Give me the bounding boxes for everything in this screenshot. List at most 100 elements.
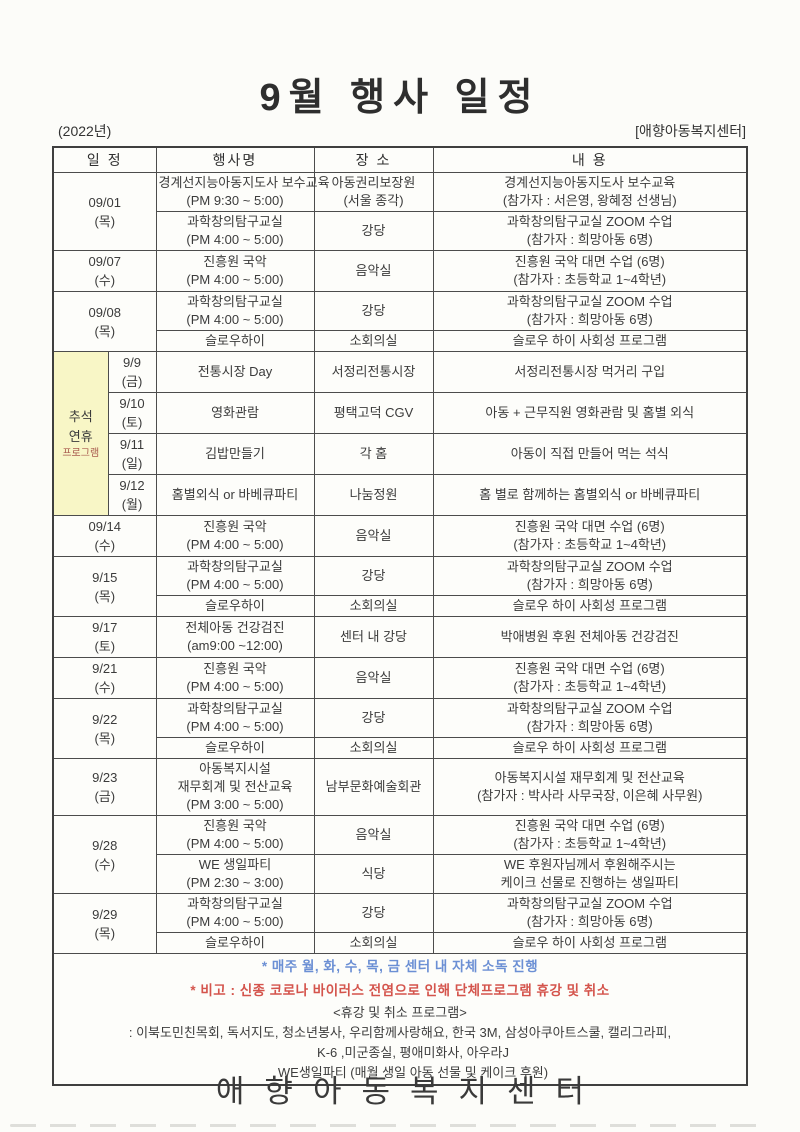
event-name-cell: 아동복지시설 재무회계 및 전산교육 (PM 3:00 ~ 5:00) [155, 758, 315, 816]
schedule-row: 09/08 (목) 과학창의탐구교실 (PM 4:00 ~ 5:00) 강당 과학창의탐구… [52, 291, 748, 352]
place-cell: 음악실 [313, 815, 434, 855]
footer-org-name: 애향아동복지센터 [215, 1074, 605, 1109]
header-date: 일 정 [52, 146, 157, 173]
place-cell: 나눔정원 [313, 474, 434, 516]
schedule-row: 9/23 (금) 아동복지시설 재무회계 및 전산교육 (PM 3:00 ~ 5:00)… [52, 758, 748, 816]
note-cancelled-programs-list-1: : 이북도민친목회, 독서지도, 청소년봉사, 우리함께사랑해요, 한국 3M,… [128, 1025, 672, 1040]
note-cancelled-programs-title: <휴강 및 취소 프로그램> [333, 1005, 467, 1020]
place-cell: 평택고덕 CGV [313, 392, 434, 434]
event-name-cell: WE 생일파티 (PM 2:30 ~ 3:00) [155, 854, 315, 894]
schedule-row: 슬로우하이 소회의실 슬로우 하이 사회성 프로그램 [53, 932, 748, 954]
place-cell: 강당 [313, 893, 434, 933]
event-name-cell: 슬로우하이 [155, 737, 315, 759]
schedule-row: 9/29 (목) 과학창의탐구교실 (PM 4:00 ~ 5:00) 강당 과학창의탐구교… [52, 893, 748, 954]
schedule-row: 9/28 (수) 진흥원 국악 (PM 4:00 ~ 5:00) 음악실 진흥원 국악 대… [52, 815, 748, 894]
detail-cell: 슬로우 하이 사회성 프로그램 [432, 330, 748, 352]
schedule-row: 09/01 (목) 경계선지능아동지도사 보수교육 (PM 9:30 ~ 5:00) 아… [52, 172, 748, 251]
schedule-row: 9/15 (목) 과학창의탐구교실 (PM 4:00 ~ 5:00) 강당 과학창의탐구교… [52, 556, 748, 617]
event-name-cell: 과학창의탐구교실 (PM 4:00 ~ 5:00) [155, 211, 315, 251]
detail-cell: 슬로우 하이 사회성 프로그램 [432, 737, 748, 759]
event-name-cell: 슬로우하이 [155, 595, 315, 617]
detail-cell: 진흥원 국악 대면 수업 (6명) (참가자 : 초등학교 1~4학년) [432, 657, 748, 699]
place-cell: 식당 [313, 854, 434, 894]
date-cell: 9/23 (금) [52, 758, 157, 816]
event-name-cell: 과학창의탐구교실 (PM 4:00 ~ 5:00) [155, 556, 315, 596]
place-cell: 음악실 [313, 515, 434, 557]
event-name-cell: 과학창의탐구교실 (PM 4:00 ~ 5:00) [155, 698, 315, 738]
date-cell: 09/01 (목) [52, 172, 157, 251]
year-label: (2022년) [58, 123, 112, 139]
place-cell: 음악실 [313, 250, 434, 292]
schedule-table-body: 09/01 (목) 경계선지능아동지도사 보수교육 (PM 9:30 ~ 5:00) 아… [52, 172, 748, 954]
place-cell: 강당 [313, 211, 434, 251]
date-cell: 09/08 (목) [52, 291, 157, 352]
table-header-row: 일 정 행사명 장 소 내 용 [52, 146, 748, 173]
schedule-row: 슬로우하이 소회의실 슬로우 하이 사회성 프로그램 [53, 330, 748, 352]
org-label: [애향아동복지센터] [635, 123, 746, 139]
schedule-row: 9/22 (목) 과학창의탐구교실 (PM 4:00 ~ 5:00) 강당 과학창의탐구교… [52, 698, 748, 759]
schedule-row: 추석 연휴 프로그램 9/9 (금) 전통시장 Day 서정리전통시장 서정리전통시장 먹거리… [52, 351, 748, 516]
date-cell: 9/17 (토) [52, 616, 157, 658]
schedule-row: 9/17 (토) 전체아동 건강검진 (am9:00 ~12:00) 센터 내 강당 박애… [52, 616, 748, 658]
event-name-cell: 진흥원 국악 (PM 4:00 ~ 5:00) [155, 815, 315, 855]
date-cell: 9/21 (수) [52, 657, 157, 699]
schedule-table: 일 정 행사명 장 소 내 용 09/01 (목) 경계선지능아동지도사 보수교육(… [52, 146, 748, 1086]
detail-cell: WE 후원자님께서 후원해주시는 케이크 선물로 진행하는 생일파티 [432, 854, 748, 894]
header-place: 장 소 [313, 146, 434, 173]
detail-cell: 슬로우 하이 사회성 프로그램 [432, 932, 748, 954]
place-cell: 소회의실 [313, 595, 434, 617]
place-cell: 센터 내 강당 [313, 616, 434, 658]
event-name-cell: 홈별외식 or 바베큐파티 [155, 474, 315, 516]
detail-cell: 진흥원 국악 대면 수업 (6명) (참가자 : 초등학교 1~4학년) [432, 515, 748, 557]
schedule-row: 슬로우하이 소회의실 슬로우 하이 사회성 프로그램 [53, 737, 748, 759]
schedule-row: 9/11 (일) 김밥만들기 각 홈 아동이 직접 만들어 먹는 석식 [53, 433, 748, 475]
schedule-row: 09/07 (수) 진흥원 국악 (PM 4:00 ~ 5:00) 음악실 진흥원 국악 … [52, 250, 748, 292]
place-cell: 강당 [313, 698, 434, 738]
detail-cell: 진흥원 국악 대면 수업 (6명) (참가자 : 초등학교 1~4학년) [432, 250, 748, 292]
schedule-row: 9/12 (월) 홈별외식 or 바베큐파티 나눔정원 홈 별로 함께하는 홈별외식 o… [53, 474, 748, 516]
schedule-row: WE 생일파티 (PM 2:30 ~ 3:00) 식당 WE 후원자님께서 후원해주시… [53, 854, 748, 894]
place-cell: 음악실 [313, 657, 434, 699]
detail-cell: 과학창의탐구교실 ZOOM 수업 (참가자 : 희망아동 6명) [432, 698, 748, 738]
note-covid-remark: * 비고 : 신종 코로나 바이러스 전염으로 인해 단체프로그램 휴강 및 취… [190, 983, 610, 998]
detail-cell: 아동복지시설 재무회계 및 전산교육 (참가자 : 박사라 사무국장, 이은혜 사… [432, 758, 748, 816]
date-cell: 09/07 (수) [52, 250, 157, 292]
schedule-table-container: 일 정 행사명 장 소 내 용 09/01 (목) 경계선지능아동지도사 보수교육(… [52, 146, 748, 1086]
date-cell: 9/12 (월) [107, 474, 157, 516]
event-name-cell: 진흥원 국악 (PM 4:00 ~ 5:00) [155, 250, 315, 292]
detail-cell: 박애병원 후원 전체아동 건강검진 [432, 616, 748, 658]
date-cell: 9/15 (목) [52, 556, 157, 617]
scan-artifact [10, 1124, 760, 1127]
header-event: 행사명 [155, 146, 315, 173]
place-cell: 남부문화예술회관 [313, 758, 434, 816]
note-we-birthday: WE생일파티 (매월 생일 아동 선물 및 케이크 후원) [277, 1065, 549, 1080]
date-cell: 09/14 (수) [52, 515, 157, 557]
page-title: 9월 행사 일정 [259, 77, 541, 119]
note-cancelled-programs-list-2: K-6 ,미군종실, 평애미화사, 아우라J [317, 1045, 509, 1060]
detail-cell: 경계선지능아동지도사 보수교육 (참가자 : 서은영, 왕혜정 선생님) [432, 172, 748, 212]
event-name-cell: 슬로우하이 [155, 932, 315, 954]
schedule-row: 슬로우하이 소회의실 슬로우 하이 사회성 프로그램 [53, 595, 748, 617]
detail-cell: 아동이 직접 만들어 먹는 석식 [432, 433, 748, 475]
detail-cell: 서정리전통시장 먹거리 구입 [432, 351, 748, 393]
detail-cell: 아동 + 근무직원 영화관람 및 홈별 외식 [432, 392, 748, 434]
detail-cell: 슬로우 하이 사회성 프로그램 [432, 595, 748, 617]
detail-cell: 홈 별로 함께하는 홈별외식 or 바베큐파티 [432, 474, 748, 516]
schedule-row: 09/14 (수) 진흥원 국악 (PM 4:00 ~ 5:00) 음악실 진흥원 국악 … [52, 515, 748, 557]
place-cell: 각 홈 [313, 433, 434, 475]
holiday-label-cell: 추석 연휴 프로그램 [52, 351, 109, 516]
detail-cell: 과학창의탐구교실 ZOOM 수업 (참가자 : 희망아동 6명) [432, 211, 748, 251]
event-name-cell: 진흥원 국악 (PM 4:00 ~ 5:00) [155, 515, 315, 557]
event-name-cell: 경계선지능아동지도사 보수교육 (PM 9:30 ~ 5:00) [155, 172, 330, 212]
schedule-row: 9/21 (수) 진흥원 국악 (PM 4:00 ~ 5:00) 음악실 진흥원 국악 대… [52, 657, 748, 699]
schedule-row: 9/10 (토) 영화관람 평택고덕 CGV 아동 + 근무직원 영화관람 및 홈별 외… [53, 392, 748, 434]
date-cell: 9/22 (목) [52, 698, 157, 759]
schedule-row: 과학창의탐구교실 (PM 4:00 ~ 5:00) 강당 과학창의탐구교실 ZOOM … [53, 211, 748, 251]
detail-cell: 과학창의탐구교실 ZOOM 수업 (참가자 : 희망아동 6명) [432, 893, 748, 933]
event-name-cell: 전체아동 건강검진 (am9:00 ~12:00) [155, 616, 315, 658]
date-cell: 9/11 (일) [107, 433, 157, 475]
place-cell: 소회의실 [313, 932, 434, 954]
detail-cell: 과학창의탐구교실 ZOOM 수업 (참가자 : 희망아동 6명) [432, 291, 748, 331]
detail-cell: 과학창의탐구교실 ZOOM 수업 (참가자 : 희망아동 6명) [432, 556, 748, 596]
header-detail: 내 용 [432, 146, 748, 173]
